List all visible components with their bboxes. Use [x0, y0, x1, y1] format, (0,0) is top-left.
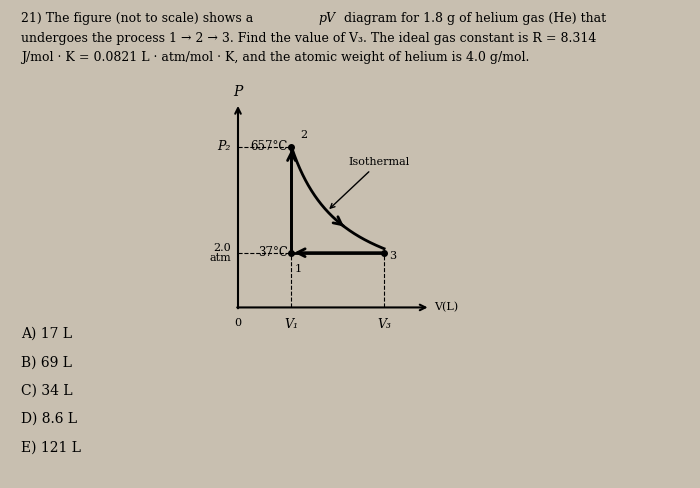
- Text: Isothermal: Isothermal: [330, 157, 410, 208]
- Text: undergoes the process 1 → 2 → 3. Find the value of V₃. The ideal gas constant is: undergoes the process 1 → 2 → 3. Find th…: [21, 32, 596, 45]
- Text: J/mol · K = 0.0821 L · atm/mol · K, and the atomic weight of helium is 4.0 g/mol: J/mol · K = 0.0821 L · atm/mol · K, and …: [21, 51, 529, 64]
- Text: P₂: P₂: [218, 141, 231, 153]
- Text: pV: pV: [318, 12, 335, 25]
- Text: A) 17 L: A) 17 L: [21, 327, 72, 341]
- Text: atm: atm: [209, 253, 231, 263]
- Text: V₃: V₃: [377, 318, 391, 331]
- Text: 37°C: 37°C: [258, 246, 288, 259]
- Text: 0: 0: [234, 318, 241, 328]
- Text: V(L): V(L): [434, 302, 458, 313]
- Text: B) 69 L: B) 69 L: [21, 355, 72, 369]
- Text: D) 8.6 L: D) 8.6 L: [21, 412, 77, 426]
- Text: 1: 1: [295, 264, 302, 274]
- Text: E) 121 L: E) 121 L: [21, 440, 81, 454]
- Text: 3: 3: [389, 251, 397, 262]
- Text: 2: 2: [300, 130, 307, 140]
- Text: 657°C: 657°C: [251, 141, 288, 153]
- Text: 2.0: 2.0: [213, 243, 231, 253]
- Text: C) 34 L: C) 34 L: [21, 384, 73, 398]
- Text: P: P: [233, 85, 243, 100]
- Text: V₁: V₁: [284, 318, 298, 331]
- Text: diagram for 1.8 g of helium gas (He) that: diagram for 1.8 g of helium gas (He) tha…: [340, 12, 606, 25]
- Text: 21) The figure (not to scale) shows a: 21) The figure (not to scale) shows a: [21, 12, 258, 25]
